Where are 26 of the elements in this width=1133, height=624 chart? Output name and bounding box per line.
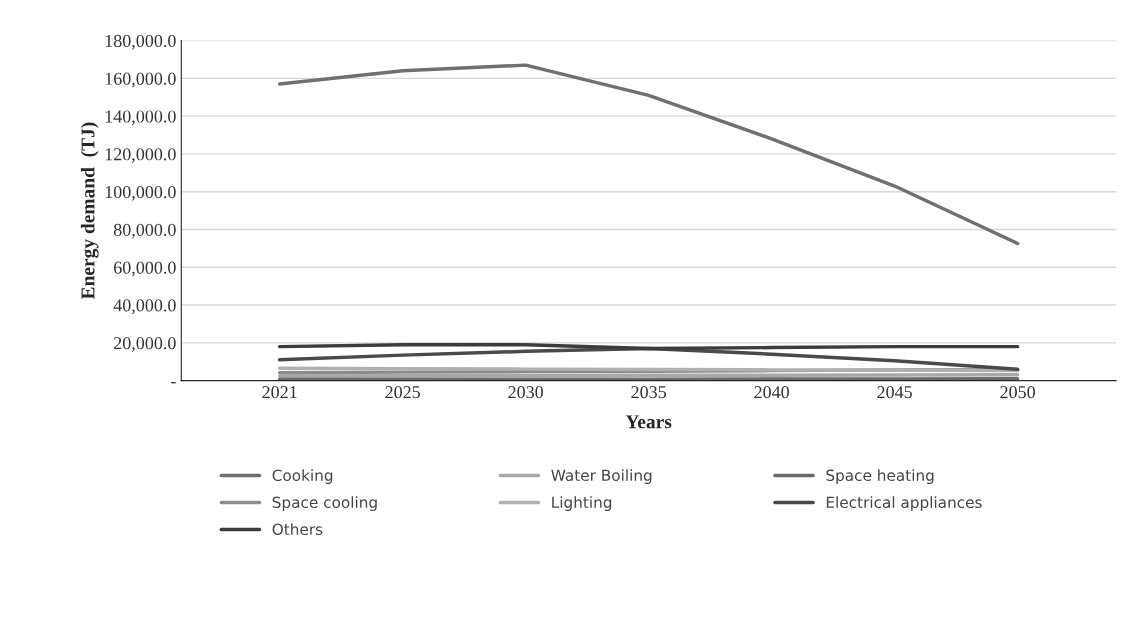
legend-label: Electrical appliances — [826, 496, 982, 511]
y-tick-label: 60,000.0 — [114, 261, 176, 277]
x-tick-label: 2021 — [262, 386, 297, 399]
x-tick-label: 2045 — [877, 386, 912, 399]
y-axis-title: Energy demand (TJ) — [80, 122, 99, 300]
legend-label: Cooking — [272, 469, 333, 484]
legend-label: Water Boiling — [551, 469, 652, 484]
x-tick-label: 2025 — [385, 386, 421, 399]
y-tick-label: 20,000.0 — [114, 337, 176, 352]
legend-label: Space heating — [826, 469, 934, 484]
x-tick-label: 2035 — [631, 386, 666, 399]
x-tick-label: 2030 — [508, 386, 544, 399]
x-tick-label: 2050 — [1000, 386, 1035, 399]
legend-label: Space cooling — [272, 496, 377, 511]
y-tick-label: 40,000.0 — [113, 299, 176, 315]
legend-label: Lighting — [552, 496, 612, 511]
y-tick-label: 160,000.0 — [105, 72, 176, 88]
legend-label: Others — [272, 523, 323, 536]
x-tick-label: 2040 — [754, 386, 789, 399]
y-tick-label: 120,000.0 — [105, 148, 176, 163]
y-tick-label: 140,000.0 — [105, 110, 176, 126]
y-tick-label: 80,000.0 — [113, 223, 176, 239]
x-axis-title: Years — [625, 415, 672, 429]
y-tick-label: 100,000.0 — [105, 185, 176, 201]
y-tick-label: 180,000.0 — [105, 34, 176, 50]
y-tick-label: - — [171, 381, 176, 384]
